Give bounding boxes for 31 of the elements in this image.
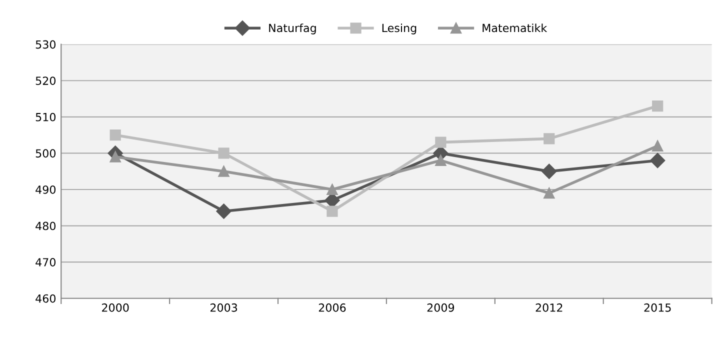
point bbox=[218, 166, 230, 177]
legend-label: Lesing bbox=[382, 24, 416, 34]
point bbox=[652, 140, 664, 152]
point bbox=[542, 164, 557, 179]
point bbox=[652, 100, 664, 112]
legend-label: Matematikk bbox=[482, 24, 548, 32]
legend-label: Naturfag bbox=[269, 24, 316, 34]
x-tick-label: 2015 bbox=[644, 303, 671, 312]
x-tick-label: 2012 bbox=[536, 303, 562, 312]
y-tick-label: 530 bbox=[36, 40, 56, 49]
point bbox=[326, 206, 338, 217]
point bbox=[218, 148, 230, 159]
point bbox=[544, 133, 555, 144]
y-tick-label: 490 bbox=[36, 185, 56, 194]
point bbox=[435, 136, 446, 148]
point bbox=[216, 204, 232, 219]
y-tick-label: 500 bbox=[36, 149, 56, 158]
point bbox=[435, 154, 446, 166]
y-tick-label: 510 bbox=[36, 112, 56, 122]
y-tick-label: 460 bbox=[36, 294, 56, 303]
point bbox=[110, 130, 121, 141]
point bbox=[650, 152, 666, 168]
point bbox=[326, 184, 338, 196]
y-tick-label: 470 bbox=[36, 258, 56, 266]
x-tick-label: 2006 bbox=[318, 303, 346, 312]
x-tick-label: 2003 bbox=[210, 303, 238, 312]
y-tick-label: 520 bbox=[36, 76, 56, 85]
point bbox=[544, 188, 555, 199]
x-tick-label: 2000 bbox=[102, 303, 129, 312]
y-tick-label: 480 bbox=[36, 222, 56, 230]
x-tick-label: 2009 bbox=[427, 303, 454, 312]
